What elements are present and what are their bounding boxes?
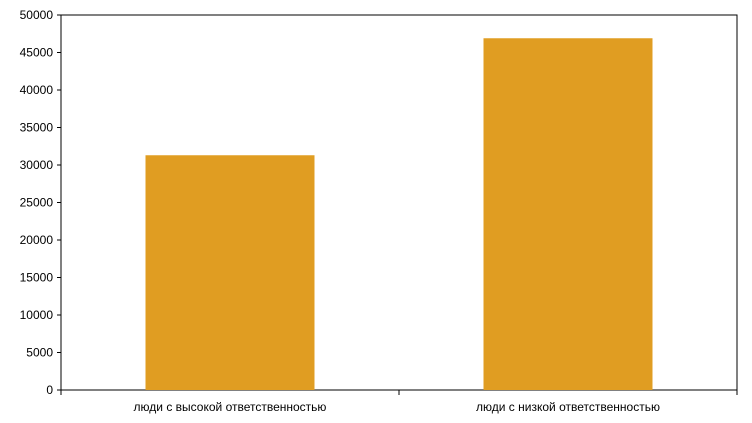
bar — [483, 38, 653, 390]
y-tick-label: 40000 — [20, 83, 54, 97]
y-tick-label: 35000 — [20, 121, 54, 135]
y-tick-label: 25000 — [20, 196, 54, 210]
y-tick-label: 20000 — [20, 233, 54, 247]
y-tick-label: 10000 — [20, 308, 54, 322]
bar-series — [145, 38, 653, 390]
x-category-label: люди с низкой ответственностью — [476, 400, 660, 414]
x-category-label: люди с высокой ответственностью — [134, 400, 327, 414]
y-tick-label: 45000 — [20, 46, 54, 60]
y-tick-label: 30000 — [20, 158, 54, 172]
y-tick-label: 15000 — [20, 271, 54, 285]
x-axis: люди с высокой ответственностью люди с ни… — [60, 390, 738, 414]
y-axis: 0 5000 10000 15000 20000 25000 30000 35000 40000… — [20, 8, 61, 397]
bar — [145, 155, 315, 390]
y-tick-label: 0 — [46, 383, 53, 397]
y-tick-label: 5000 — [26, 346, 53, 360]
y-tick-label: 50000 — [20, 8, 54, 22]
